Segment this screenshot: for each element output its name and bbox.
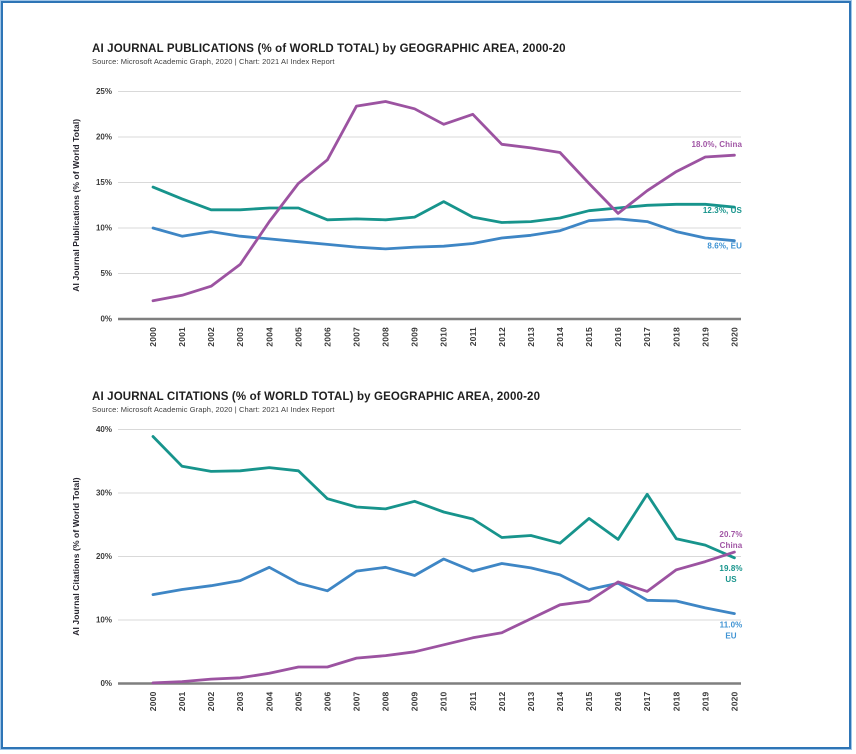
x-tick-label: 2018 xyxy=(671,691,681,711)
end-label-eu: 8.6%, EU xyxy=(707,242,742,251)
x-tick-label: 2000 xyxy=(148,691,158,711)
y-tick-label: 25% xyxy=(96,87,112,96)
y-tick-label: 10% xyxy=(96,224,112,233)
y-tick-label: 0% xyxy=(100,679,112,688)
x-tick-label: 2012 xyxy=(497,327,507,347)
y-tick-label: 0% xyxy=(100,315,112,324)
x-tick-label: 2020 xyxy=(729,327,739,347)
y-tick-label: 20% xyxy=(96,552,112,561)
x-tick-label: 2002 xyxy=(206,327,216,347)
x-tick-label: 2013 xyxy=(526,691,536,711)
x-tick-label: 2002 xyxy=(206,691,216,711)
end-label-eu: 11.0% xyxy=(720,621,743,630)
x-tick-label: 2019 xyxy=(700,327,710,347)
x-tick-label: 2003 xyxy=(235,327,245,347)
y-tick-label: 20% xyxy=(96,133,112,142)
line-china xyxy=(151,550,736,685)
end-label-eu: EU xyxy=(725,632,736,641)
y-axis-title: AI Journal Publications (% of World Tota… xyxy=(71,119,81,292)
end-label-china: 18.0%, China xyxy=(691,140,742,149)
x-tick-label: 2011 xyxy=(468,327,478,346)
x-tick-label: 2010 xyxy=(439,327,449,347)
x-tick-label: 2019 xyxy=(700,691,710,711)
x-tick-label: 2005 xyxy=(293,327,303,347)
x-tick-label: 2015 xyxy=(584,691,594,711)
line-us xyxy=(151,435,736,560)
x-tick-label: 2006 xyxy=(322,691,332,711)
x-tick-label: 2014 xyxy=(555,691,565,711)
end-label-china: China xyxy=(720,541,743,550)
x-tick-label: 2018 xyxy=(671,327,681,347)
x-tick-label: 2004 xyxy=(264,691,274,711)
x-tick-label: 2017 xyxy=(642,691,652,711)
x-tick-label: 2000 xyxy=(148,327,158,347)
x-tick-label: 2008 xyxy=(381,691,391,711)
citations-chart-title: AI JOURNAL CITATIONS (% of WORLD TOTAL) … xyxy=(92,390,541,403)
x-tick-label: 2016 xyxy=(613,327,623,347)
y-tick-label: 10% xyxy=(96,616,112,625)
y-tick-label: 30% xyxy=(96,489,112,498)
line-china xyxy=(151,100,736,303)
end-label-us: US xyxy=(725,575,737,584)
end-label-us: 19.8% xyxy=(719,564,742,573)
y-tick-label: 15% xyxy=(96,178,112,187)
publications-chart-source: Source: Microsoft Academic Graph, 2020 |… xyxy=(92,56,335,66)
line-eu xyxy=(151,557,736,615)
citations-chart-source: Source: Microsoft Academic Graph, 2020 |… xyxy=(92,404,335,414)
x-tick-label: 2001 xyxy=(177,327,187,347)
x-tick-label: 2007 xyxy=(351,691,361,711)
x-tick-label: 2016 xyxy=(613,691,623,711)
y-axis-title: AI Journal Citations (% of World Total) xyxy=(71,477,81,636)
x-tick-label: 2009 xyxy=(410,327,420,347)
x-tick-label: 2005 xyxy=(293,691,303,711)
x-tick-label: 2011 xyxy=(468,691,478,710)
y-tick-label: 40% xyxy=(96,425,112,434)
line-eu xyxy=(151,217,736,251)
x-tick-label: 2013 xyxy=(526,327,536,347)
x-tick-label: 2001 xyxy=(177,691,187,711)
x-tick-label: 2009 xyxy=(410,691,420,711)
x-tick-label: 2012 xyxy=(497,691,507,711)
x-tick-label: 2020 xyxy=(729,691,739,711)
publications-chart: 0% 5% 10% 15% 20% 25% 2000 2001 2002 2003 2004 2005… xyxy=(71,87,743,347)
x-tick-label: 2014 xyxy=(555,327,565,347)
x-tick-label: 2006 xyxy=(322,327,332,347)
end-label-china: 20.7% xyxy=(719,530,742,539)
x-tick-label: 2017 xyxy=(642,327,652,347)
x-tick-label: 2004 xyxy=(264,327,274,347)
line-us xyxy=(151,185,736,224)
x-tick-label: 2008 xyxy=(381,327,391,347)
publications-chart-title: AI JOURNAL PUBLICATIONS (% of WORLD TOTA… xyxy=(92,42,566,55)
citations-chart: 0% 10% 20% 30% 40% 2000 2001 2002 2003 2004 2005 20… xyxy=(71,425,743,711)
end-label-us: 12.3%, US xyxy=(703,206,743,215)
y-tick-label: 5% xyxy=(100,269,112,278)
x-tick-label: 2015 xyxy=(584,327,594,347)
x-tick-label: 2010 xyxy=(439,691,449,711)
x-tick-label: 2003 xyxy=(235,691,245,711)
x-tick-label: 2007 xyxy=(351,327,361,347)
